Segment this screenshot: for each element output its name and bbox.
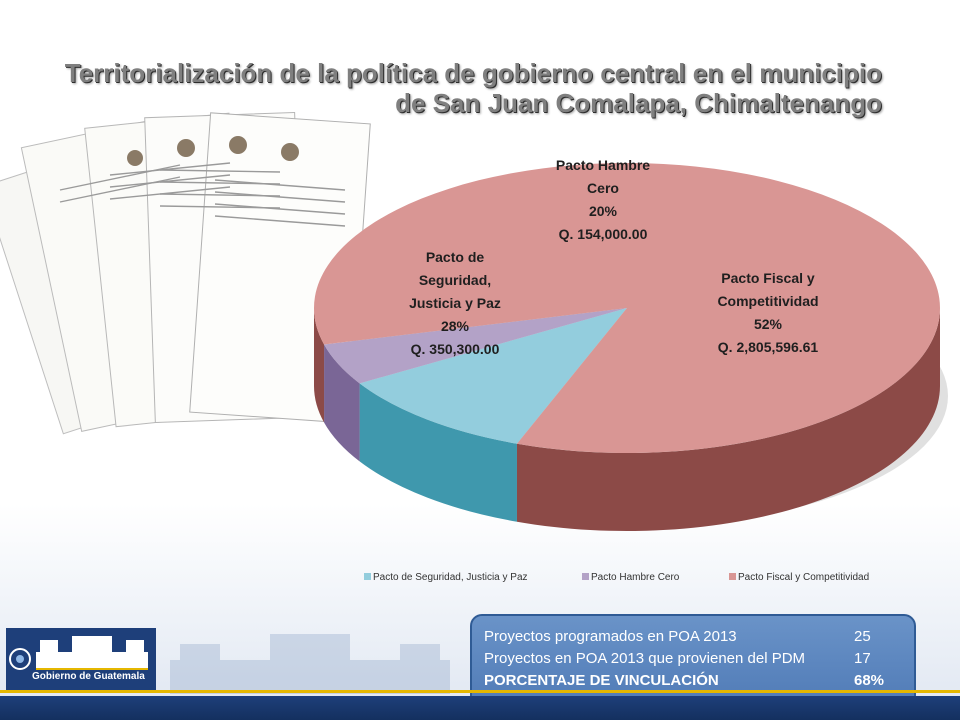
info-row-porcentaje: PORCENTAJE DE VINCULACIÓN 68%	[484, 670, 902, 692]
legend-swatch	[364, 573, 371, 580]
legend-entry: Pacto de Seguridad, Justicia y Paz	[373, 572, 528, 583]
info-row-pdm: Proyectos en POA 2013 que provienen del …	[484, 648, 902, 670]
info-label: PORCENTAJE DE VINCULACIÓN	[484, 672, 719, 689]
info-row-programados: Proyectos programados en POA 2013 25	[484, 626, 902, 648]
legend-swatch	[729, 573, 736, 580]
logo-text: Gobierno de Guatemala	[32, 671, 145, 682]
legend-entry: Pacto Fiscal y Competitividad	[738, 572, 869, 583]
seal-icon	[6, 628, 156, 690]
seal-icon	[127, 136, 299, 166]
building-icon	[170, 634, 450, 694]
info-value: 25	[854, 628, 871, 645]
info-label: Proyectos programados en POA 2013	[484, 628, 737, 645]
pie-slice-label: Pacto Hambre Cero 20% Q. 154,000.00	[556, 157, 650, 242]
info-value: 68%	[854, 672, 885, 689]
info-box: Proyectos programados en POA 2013 25 Pro…	[470, 614, 916, 712]
info-label: Proyectos en POA 2013 que provienen del …	[484, 650, 806, 667]
footer-bar	[0, 690, 960, 720]
document-stack-icon	[0, 111, 371, 435]
legend-entry: Pacto Hambre Cero	[591, 572, 680, 583]
pie-slice-label: Pacto Fiscal y Competitividad 52% Q. 2,805,…	[717, 270, 818, 355]
info-value: 17	[854, 650, 871, 667]
document-page	[189, 112, 371, 424]
page-title: Territorialización de la política de gob…	[64, 58, 882, 118]
legend-swatch	[582, 573, 589, 580]
pie-slice-side	[516, 308, 940, 531]
